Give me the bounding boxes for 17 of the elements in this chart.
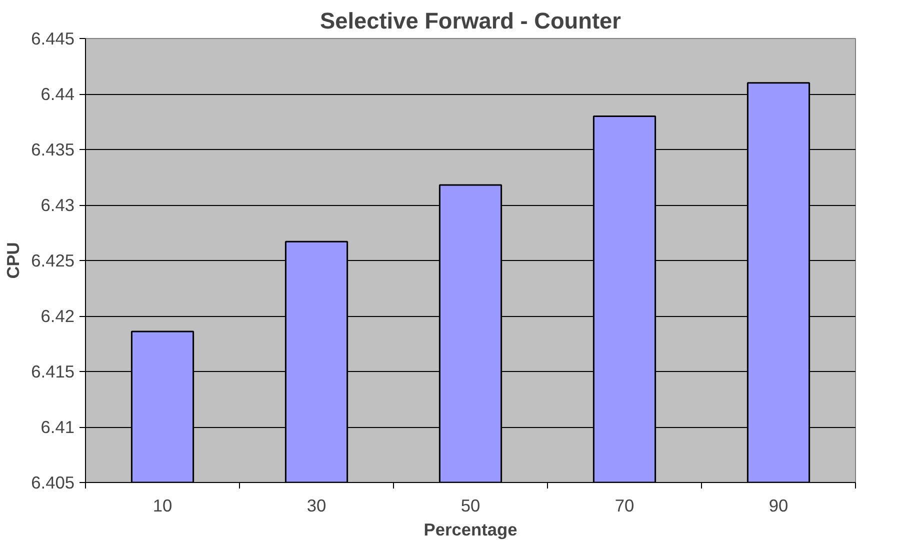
x-tick-label: 50: [460, 496, 480, 516]
y-tick-label: 6.425: [31, 250, 75, 270]
y-tick-label: 6.435: [31, 140, 75, 160]
y-tick-label: 6.44: [40, 84, 75, 104]
y-tick-label: 6.405: [31, 472, 75, 492]
x-tick-label: 30: [306, 496, 326, 516]
y-tick-label: 6.445: [31, 28, 75, 48]
x-axis-title: Percentage: [424, 520, 518, 540]
y-tick-label: 6.41: [40, 417, 75, 437]
x-tick-label: 10: [152, 496, 172, 516]
chart-title: Selective Forward - Counter: [320, 8, 622, 34]
y-tick-label: 6.42: [40, 306, 75, 326]
y-axis-title: CPU: [3, 242, 24, 279]
y-tick-label: 6.415: [31, 362, 75, 382]
y-tick-label: 6.43: [40, 195, 75, 215]
x-tick-label: 70: [614, 496, 634, 516]
x-tick-label: 90: [768, 496, 788, 516]
